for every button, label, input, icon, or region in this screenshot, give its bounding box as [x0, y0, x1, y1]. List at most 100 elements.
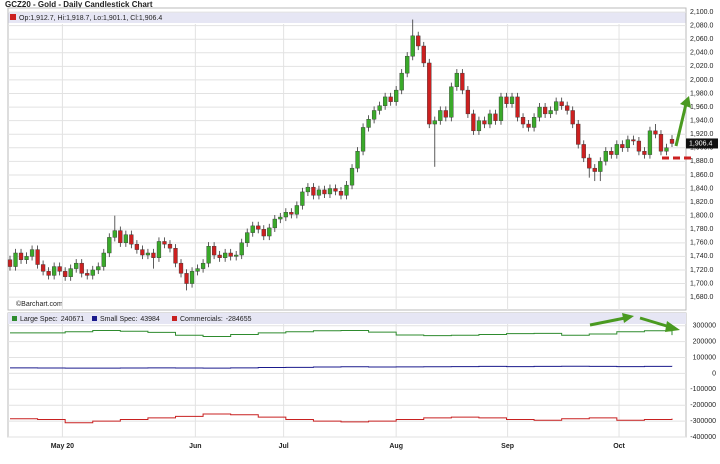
candle-body [344, 184, 349, 196]
ohlc-label: Op:1,912.7, Hi:1,918.7, Lo:1,901.1, Cl:1… [19, 15, 162, 22]
candle-body [642, 150, 647, 155]
y-tick-label: 0 [712, 370, 716, 377]
candle-body [493, 113, 498, 121]
candle-body [669, 138, 675, 144]
y-tick-label: 2,000.0 [690, 77, 713, 84]
y-tick-label: 2,060.0 [690, 36, 713, 43]
candle-body [300, 191, 305, 206]
candle-body [603, 150, 608, 162]
candle-body [653, 130, 658, 135]
candle-body [206, 246, 211, 264]
candle-body [322, 189, 327, 195]
y-tick-label: 2,100.0 [690, 9, 713, 16]
legend-label: Commercials: -284655 [180, 316, 252, 323]
candle-body [421, 45, 426, 64]
legend-name: Large Spec: [20, 316, 58, 323]
candle-body [250, 225, 255, 233]
y-tick-label: 1,800.0 [690, 213, 713, 220]
candle-body [399, 72, 404, 91]
annotation-arrowhead [680, 96, 691, 108]
candle-body [13, 252, 18, 267]
y-tick-label: 1,680.0 [690, 294, 713, 301]
y-tick-label: 1,840.0 [690, 185, 713, 192]
candle-body [52, 266, 57, 276]
y-tick-label: 300000 [693, 323, 716, 330]
candle-body [592, 167, 597, 172]
x-tick-label: Jun [189, 443, 201, 450]
candle-body [355, 150, 360, 169]
candle-body [636, 140, 642, 152]
candle-body [118, 230, 123, 244]
candle-body [261, 229, 266, 237]
candle-body [576, 123, 581, 145]
candle-body [631, 139, 636, 142]
annotation-arrow [639, 316, 671, 329]
y-tick-label: 1,880.0 [690, 158, 713, 165]
candle-body [327, 188, 333, 195]
candle-body [487, 113, 493, 125]
y-tick-label: 1,820.0 [690, 199, 713, 206]
candle-body [465, 89, 471, 115]
last-price-label: 1,906.4 [689, 140, 712, 147]
candle-body [471, 113, 476, 132]
legend-label: Small Spec: 43984 [100, 316, 160, 323]
candle-body [476, 120, 482, 132]
candle-body [156, 241, 162, 258]
candle-body [189, 271, 195, 284]
candle-body [46, 271, 51, 276]
y-tick-label: 1,980.0 [690, 90, 713, 97]
candle-body [29, 249, 35, 257]
candle-body [438, 110, 443, 121]
legend-swatch [12, 316, 17, 321]
y-tick-label: 2,040.0 [690, 50, 713, 57]
candle-body [211, 246, 217, 256]
candle-body [554, 101, 559, 111]
candle-body [515, 96, 520, 118]
candle-body [526, 123, 531, 128]
candle-body [531, 117, 537, 128]
candle-body [609, 150, 614, 155]
source: ©Barchart.com [16, 300, 63, 308]
candle-body [245, 232, 250, 244]
chart-title: GCZ20 - Gold - Daily Candlestick Chart [5, 0, 153, 9]
candle-body [614, 144, 619, 155]
candle-body [239, 242, 244, 256]
candle-body [123, 234, 128, 244]
candle-body [565, 105, 570, 111]
candle-body [388, 96, 393, 102]
candle-body [107, 237, 112, 254]
x-tick-label: Aug [389, 443, 403, 450]
candle-body [278, 216, 283, 220]
cot-legend-band [8, 313, 686, 324]
candle-body [581, 144, 586, 159]
candle-body [195, 268, 200, 272]
x-tick-label: Jul [279, 443, 289, 450]
plot-layer: 1,680.0 1,700.0 1,720.0 1,740.0 1,760.0 1,780… [7, 9, 718, 450]
annotation-arrowhead [665, 321, 680, 332]
cot-line [10, 413, 673, 424]
candle-body [145, 252, 151, 256]
candle-body [542, 106, 548, 115]
annotation-arrow [674, 103, 688, 147]
candle-body [305, 186, 311, 193]
candle-body [394, 89, 399, 102]
y-tick-label: 1,860.0 [690, 172, 713, 179]
candle-body [349, 167, 355, 186]
candle-body [338, 191, 344, 196]
candle-body [68, 268, 73, 277]
candle-body [647, 130, 653, 155]
candle-body [570, 110, 575, 125]
candle-body [283, 212, 288, 218]
x-tick-label: Sep [501, 443, 514, 450]
candle-body [140, 249, 145, 256]
legend-value: 43984 [140, 316, 160, 323]
candle-body [178, 262, 184, 274]
candle-body [96, 266, 101, 271]
candle-body [664, 147, 669, 152]
candle-body [90, 269, 95, 276]
candle-body [316, 189, 322, 196]
x-tick-label: Oct [613, 443, 625, 450]
candle-body [129, 234, 134, 245]
candle-body [167, 243, 173, 249]
annotation-arrowhead [622, 313, 634, 323]
